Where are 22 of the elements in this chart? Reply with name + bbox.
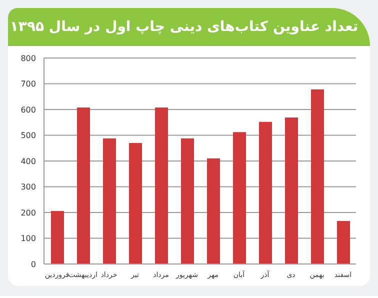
bar — [285, 117, 298, 264]
y-tick-label: 300 — [20, 182, 36, 192]
bar — [337, 221, 350, 264]
bar — [77, 107, 90, 264]
y-tick-label: 500 — [20, 131, 36, 140]
y-tick-label: 800 — [20, 54, 36, 63]
bar — [129, 142, 142, 264]
bar — [181, 138, 194, 264]
bar — [155, 107, 168, 264]
y-tick-label: 700 — [20, 80, 36, 89]
bar — [103, 138, 116, 264]
bar — [51, 210, 64, 264]
bar — [207, 158, 220, 264]
chart-title: تعداد عناوین کتاب‌های دینی چاپ اول در سال ۱۳۹۵ — [8, 8, 370, 46]
y-tick-label: 0 — [30, 260, 36, 269]
y-tick-label: 600 — [20, 105, 36, 114]
y-tick-label: 400 — [20, 156, 36, 166]
bar — [311, 89, 324, 264]
bar — [259, 122, 272, 264]
bar — [233, 132, 246, 264]
y-tick-label: 100 — [20, 234, 36, 244]
y-tick-label: 200 — [20, 208, 36, 218]
